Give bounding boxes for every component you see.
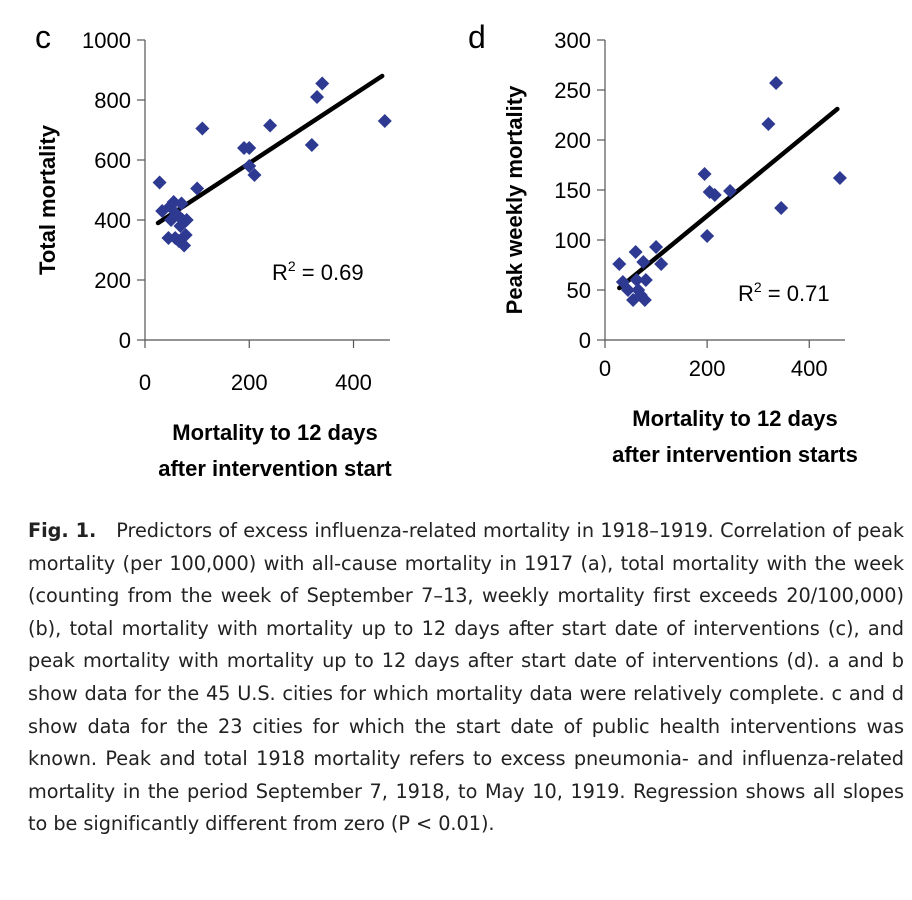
y-tick-label: 0 xyxy=(119,328,131,353)
chart-panel-d: d 0 50 100 150 200 250 300 0 200 400 Mortality to 1… xyxy=(468,19,858,467)
caption-label: Fig. 1. xyxy=(28,519,97,542)
y-tick-label: 800 xyxy=(94,88,131,113)
x-tick-label: 400 xyxy=(791,356,828,381)
x-axis-title: after intervention starts xyxy=(612,442,858,467)
r-squared-label: R2 = 0.71 xyxy=(738,279,830,306)
y-tick-label: 200 xyxy=(554,128,591,153)
data-point xyxy=(178,228,193,242)
data-point xyxy=(654,257,669,271)
y-tick-label: 1000 xyxy=(82,28,131,53)
data-point xyxy=(177,238,192,253)
y-tick-label: 400 xyxy=(94,208,131,233)
data-point xyxy=(174,196,189,211)
regression-line xyxy=(155,73,385,226)
data-point xyxy=(242,141,257,155)
regression-line xyxy=(617,106,840,291)
x-tick-label: 0 xyxy=(599,356,611,381)
x-tick-label: 0 xyxy=(139,370,151,395)
y-axis-title: Peak weekly mortality xyxy=(502,85,527,314)
x-tick-label: 200 xyxy=(689,356,726,381)
data-point xyxy=(628,245,643,259)
data-point xyxy=(195,121,210,136)
data-point xyxy=(629,273,644,287)
data-point xyxy=(315,76,330,91)
data-point xyxy=(707,188,722,202)
data-point xyxy=(242,159,257,173)
y-tick-label: 50 xyxy=(567,278,591,303)
data-point xyxy=(700,229,715,243)
chart-panel-c: c 0 200 400 600 800 1000 0 200 400 Mortality to 12… xyxy=(35,19,392,481)
r-squared-label: R2 = 0.69 xyxy=(272,258,364,285)
data-point xyxy=(637,293,652,307)
data-point xyxy=(649,240,664,254)
data-point xyxy=(723,184,738,198)
y-tick-label: 250 xyxy=(554,78,591,103)
y-tick-label: 100 xyxy=(554,228,591,253)
data-point xyxy=(620,283,635,297)
panel-letter: c xyxy=(35,19,51,55)
data-point xyxy=(310,90,325,104)
figure-caption: Fig. 1. Predictors of excess influenza-re… xyxy=(28,515,904,841)
x-axis-title: after intervention start xyxy=(158,456,392,481)
caption-text: Predictors of excess influenza-related m… xyxy=(28,519,904,836)
data-point xyxy=(636,255,651,269)
data-point xyxy=(377,114,392,128)
data-point xyxy=(638,273,653,287)
data-point xyxy=(304,138,319,152)
y-tick-label: 300 xyxy=(554,28,591,53)
data-point xyxy=(247,168,262,182)
y-tick-label: 600 xyxy=(94,148,131,173)
y-tick-label: 150 xyxy=(554,178,591,203)
x-axis-title: Mortality to 12 days xyxy=(172,420,377,445)
panel-letter: d xyxy=(468,19,486,55)
y-axis-title: Total mortality xyxy=(35,124,60,275)
data-point xyxy=(697,167,712,181)
data-point xyxy=(190,181,205,196)
data-point xyxy=(263,118,278,133)
x-axis-title: Mortality to 12 days xyxy=(632,406,837,431)
data-point xyxy=(152,175,167,190)
x-tick-label: 400 xyxy=(335,370,372,395)
data-point xyxy=(612,257,627,271)
data-point xyxy=(832,171,847,185)
data-point xyxy=(769,76,784,90)
x-tick-label: 200 xyxy=(231,370,268,395)
data-point xyxy=(179,213,194,227)
y-tick-label: 0 xyxy=(579,328,591,353)
y-tick-label: 200 xyxy=(94,268,131,293)
data-point xyxy=(774,201,789,215)
data-point xyxy=(761,117,776,131)
